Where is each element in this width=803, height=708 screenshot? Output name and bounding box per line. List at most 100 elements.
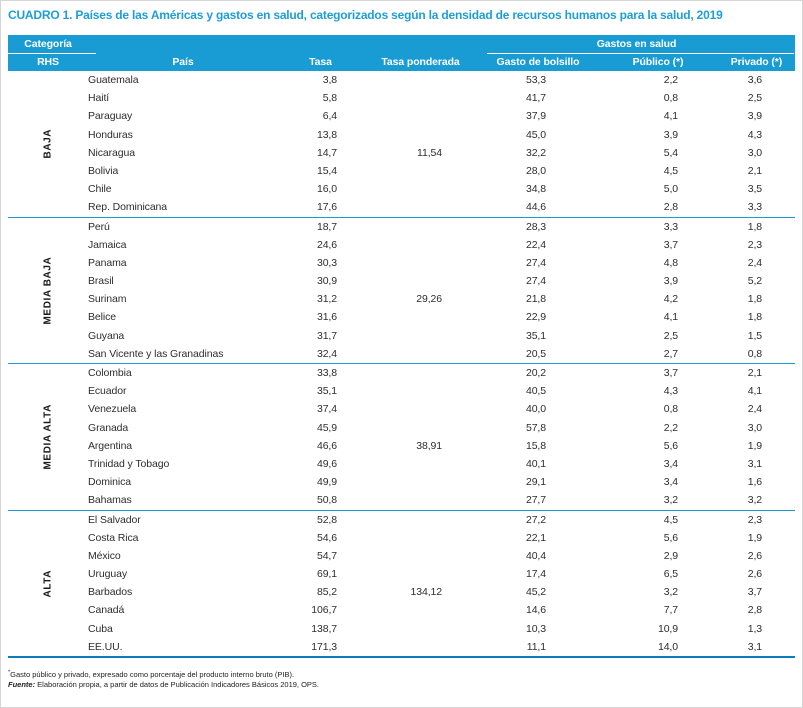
cell-weighted-rate [363, 180, 478, 198]
category-label: MEDIA BAJA [42, 256, 54, 325]
cell-rate: 15,4 [316, 164, 337, 177]
cell-out-of-pocket: 40,5 [525, 385, 546, 398]
cell-weighted-rate [363, 419, 478, 437]
source-label: Fuente: [8, 679, 36, 689]
cell-rate: 49,9 [316, 476, 337, 489]
cell-public-expense: 4,2 [663, 293, 678, 306]
cell-private-expense: 4,1 [747, 385, 762, 398]
cell-private-expense: 1,8 [747, 293, 762, 306]
header-gasto-de-bolsillo: Gasto de bolsillo [496, 56, 580, 68]
cell-rate: 50,8 [316, 494, 337, 507]
table-title: CUADRO 1. Países de las Américas y gasto… [8, 8, 723, 22]
cell-weighted-rate [363, 491, 478, 509]
cell-public-expense: 3,7 [663, 367, 678, 379]
cell-out-of-pocket: 37,9 [525, 110, 546, 123]
cell-weighted-rate [363, 162, 478, 180]
footnote-definition: *Gasto público y privado, expresado como… [8, 670, 795, 680]
table-body: BAJA Guatemala 3,8 53,3 2,2 3,6 Haití 5,8 41,7 0,… [8, 71, 795, 658]
cell-out-of-pocket: 32,2 [525, 146, 546, 159]
cell-public-expense: 5,4 [663, 146, 678, 159]
cell-country: San Vicente y las Granadinas [88, 347, 224, 360]
cell-rate: 35,1 [316, 385, 337, 398]
cell-weighted-rate [363, 198, 478, 216]
cell-out-of-pocket: 45,0 [525, 128, 546, 141]
header-pais: País [172, 56, 194, 68]
cell-private-expense: 3,1 [747, 457, 762, 470]
cell-out-of-pocket: 20,5 [525, 347, 546, 360]
header-gastos-en-salud: Gastos en salud [596, 38, 677, 50]
cell-country: Bolivia [88, 164, 119, 177]
cell-out-of-pocket: 41,7 [525, 92, 546, 105]
cell-public-expense: 4,1 [663, 110, 678, 123]
cell-public-expense: 3,2 [663, 586, 678, 599]
cell-public-expense: 3,9 [663, 275, 678, 288]
cell-public-expense: 2,5 [663, 329, 678, 342]
cell-out-of-pocket: 20,2 [525, 367, 546, 379]
cell-country: Panama [88, 256, 127, 269]
table-header: Categoría Gastos en salud RHS País Tasa … [8, 35, 795, 71]
cell-out-of-pocket: 27,4 [525, 275, 546, 288]
header-tasa-ponderada: Tasa ponderada [381, 56, 460, 68]
cell-rate: 31,7 [316, 329, 337, 342]
cell-private-expense: 2,5 [747, 92, 762, 105]
cell-public-expense: 4,8 [663, 256, 678, 269]
cell-out-of-pocket: 28,0 [525, 164, 546, 177]
cell-public-expense: 2,7 [663, 347, 678, 360]
cell-rate: 5,8 [322, 92, 337, 105]
cell-out-of-pocket: 40,0 [525, 403, 546, 416]
cell-country: EE.UU. [88, 640, 123, 653]
cell-rate: 6,4 [322, 110, 337, 123]
cell-rate: 30,3 [316, 256, 337, 269]
cell-rate: 171,3 [311, 640, 337, 653]
cell-country: Ecuador [88, 385, 127, 398]
cell-rate: 13,8 [316, 128, 337, 141]
cell-weighted-rate [363, 382, 478, 400]
cell-rate: 16,0 [316, 183, 337, 196]
cell-country: México [88, 549, 121, 562]
cell-weighted-rate [363, 254, 478, 272]
cell-country: Cuba [88, 622, 113, 635]
cell-out-of-pocket: 14,6 [525, 604, 546, 617]
cell-out-of-pocket: 27,7 [525, 494, 546, 507]
cell-private-expense: 3,0 [747, 421, 762, 434]
cell-private-expense: 1,3 [747, 622, 762, 635]
cell-country: Haití [88, 92, 110, 105]
cell-country: Uruguay [88, 568, 127, 581]
header-underline-categoria [8, 52, 96, 54]
cell-public-expense: 3,4 [663, 476, 678, 489]
cell-rate: 14,7 [316, 146, 337, 159]
cell-private-expense: 3,7 [747, 586, 762, 599]
cell-public-expense: 2,2 [663, 74, 678, 86]
cell-weighted-rate [363, 218, 478, 236]
source-text: Elaboración propia, a partir de datos de… [35, 679, 320, 689]
cell-private-expense: 2,4 [747, 256, 762, 269]
group-media-baja: MEDIA BAJA Perú 18,7 28,3 3,3 1,8 Jamaica 24,6 2… [8, 216, 795, 364]
category-label: BAJA [42, 128, 54, 159]
cell-public-expense: 3,4 [663, 457, 678, 470]
cell-private-expense: 2,6 [747, 568, 762, 581]
header-underline-gastos [487, 52, 794, 54]
cell-out-of-pocket: 57,8 [525, 421, 546, 434]
cell-rate: 54,7 [316, 549, 337, 562]
cell-weighted-rate [363, 364, 478, 382]
cell-rate: 31,6 [316, 311, 337, 324]
cell-out-of-pocket: 22,1 [525, 531, 546, 544]
cell-rate: 69,1 [316, 568, 337, 581]
cell-out-of-pocket: 27,2 [525, 513, 546, 526]
cell-private-expense: 0,8 [747, 347, 762, 360]
cell-out-of-pocket: 40,4 [525, 549, 546, 562]
cell-private-expense: 1,9 [747, 531, 762, 544]
cell-rate: 45,9 [316, 421, 337, 434]
header-privado: Privado (*) [730, 56, 783, 68]
cell-rate: 46,6 [316, 439, 337, 452]
cell-country: Brasil [88, 275, 114, 288]
footnote-text: Gasto público y privado, expresado como … [10, 670, 295, 679]
cell-country: Venezuela [88, 403, 137, 416]
cell-out-of-pocket: 34,8 [525, 183, 546, 196]
cell-private-expense: 2,3 [747, 513, 762, 526]
cell-country: Belice [88, 311, 116, 324]
cell-weighted-rate [363, 327, 478, 345]
cell-out-of-pocket: 15,8 [525, 439, 546, 452]
cell-out-of-pocket: 10,3 [525, 622, 546, 635]
category-label: ALTA [42, 569, 54, 598]
